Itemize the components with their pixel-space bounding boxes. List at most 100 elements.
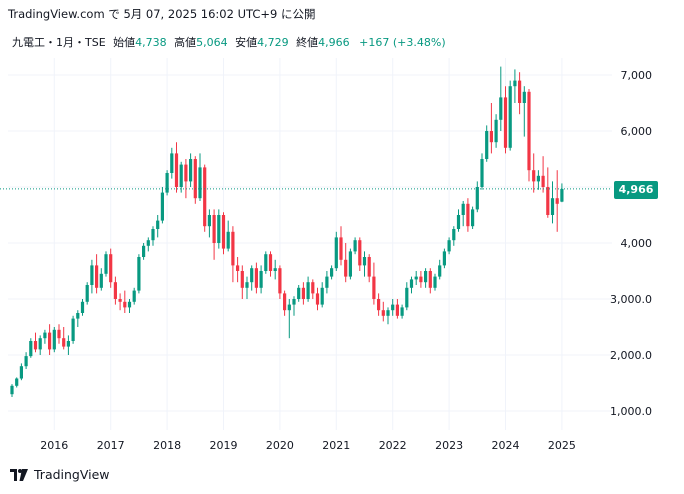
candle xyxy=(395,299,399,319)
candle xyxy=(236,257,240,283)
candle xyxy=(170,147,174,179)
candle-body xyxy=(494,119,498,143)
symbol-label: 九電工・1月・TSE xyxy=(12,36,106,49)
candle-body xyxy=(33,341,38,350)
candle-body xyxy=(10,385,14,395)
candle-body xyxy=(245,282,249,288)
candle xyxy=(555,170,559,232)
candle-body xyxy=(353,240,357,252)
candle-body xyxy=(43,332,47,339)
candle xyxy=(494,114,498,148)
candle-body xyxy=(414,276,418,280)
ohlc-legend: 九電工・1月・TSE 始値4,738 高値5,064 安値4,729 終値4,9… xyxy=(12,34,446,50)
candle-body xyxy=(283,293,287,311)
candle-body xyxy=(330,268,334,277)
candle-body xyxy=(113,282,117,299)
candle-body xyxy=(301,287,305,299)
candle xyxy=(193,156,197,204)
candle xyxy=(198,153,202,201)
candle xyxy=(391,299,395,316)
candle-body xyxy=(297,287,301,299)
candle-body xyxy=(503,97,508,148)
candle-body xyxy=(400,307,404,316)
candle-body xyxy=(99,273,103,288)
candle-body xyxy=(203,167,207,227)
candle xyxy=(29,338,33,358)
x-tick-label: 2019 xyxy=(210,439,238,452)
candle xyxy=(15,377,19,388)
candle xyxy=(461,201,465,227)
candle-body xyxy=(433,276,437,288)
x-tick-label: 2018 xyxy=(153,439,181,452)
candle xyxy=(212,209,216,260)
candle xyxy=(123,290,127,313)
candle-body xyxy=(315,293,320,305)
candle-body xyxy=(212,215,216,243)
candle-body xyxy=(142,245,146,257)
candle-body xyxy=(259,271,263,288)
candle xyxy=(48,324,52,355)
candle xyxy=(85,282,89,305)
candle-body xyxy=(236,265,240,271)
candle xyxy=(231,226,235,283)
candle xyxy=(433,273,437,291)
candle xyxy=(142,243,146,260)
candle xyxy=(428,268,432,294)
candle xyxy=(485,125,489,162)
candle xyxy=(424,268,428,288)
candle-body xyxy=(541,175,545,187)
candle xyxy=(57,324,61,344)
candle-body xyxy=(292,299,296,305)
y-tick-label: 4,000 xyxy=(621,237,653,250)
candle-body xyxy=(405,287,409,308)
close-value: 4,966 xyxy=(318,36,350,49)
candle xyxy=(189,153,193,187)
candle-body xyxy=(409,279,414,288)
candle-body xyxy=(250,268,254,283)
candle-body xyxy=(428,271,432,288)
candle-body xyxy=(475,187,479,210)
footer-brand[interactable]: TradingView xyxy=(10,467,110,482)
candle-body xyxy=(165,173,169,193)
candle xyxy=(76,310,80,327)
candle xyxy=(160,187,164,224)
candle xyxy=(456,209,461,232)
candle xyxy=(109,248,113,288)
candle xyxy=(475,181,479,213)
candle xyxy=(480,153,484,190)
candle xyxy=(358,237,362,271)
candle-body xyxy=(240,271,244,288)
candle xyxy=(217,209,221,249)
candle xyxy=(268,251,273,277)
candle xyxy=(452,226,456,246)
candle xyxy=(80,299,85,316)
candle-body xyxy=(132,290,136,302)
candle-body xyxy=(480,159,484,187)
candle xyxy=(292,296,296,316)
candle xyxy=(409,276,414,294)
candle xyxy=(330,265,334,280)
candle-body xyxy=(287,304,291,311)
candle-body xyxy=(522,91,526,103)
x-tick-label: 2024 xyxy=(492,439,520,452)
candle xyxy=(405,282,409,311)
candle-body xyxy=(489,131,493,143)
change-value: +167 (+3.48%) xyxy=(359,36,446,49)
candle xyxy=(518,72,522,115)
candle-body xyxy=(52,329,56,350)
candle-body xyxy=(527,91,531,171)
candle-body xyxy=(273,268,277,271)
candle xyxy=(254,262,258,294)
candle-body xyxy=(62,338,66,347)
y-tick-label: 3,000.0 xyxy=(610,293,652,306)
candle xyxy=(541,156,545,193)
candle-body xyxy=(325,276,329,288)
candle-body xyxy=(85,285,89,302)
candle xyxy=(306,276,310,302)
candle-body xyxy=(184,164,188,182)
candle xyxy=(508,80,512,151)
candle-body xyxy=(550,198,555,215)
candle-body xyxy=(264,254,268,271)
candle xyxy=(400,304,404,319)
candle xyxy=(522,86,526,137)
